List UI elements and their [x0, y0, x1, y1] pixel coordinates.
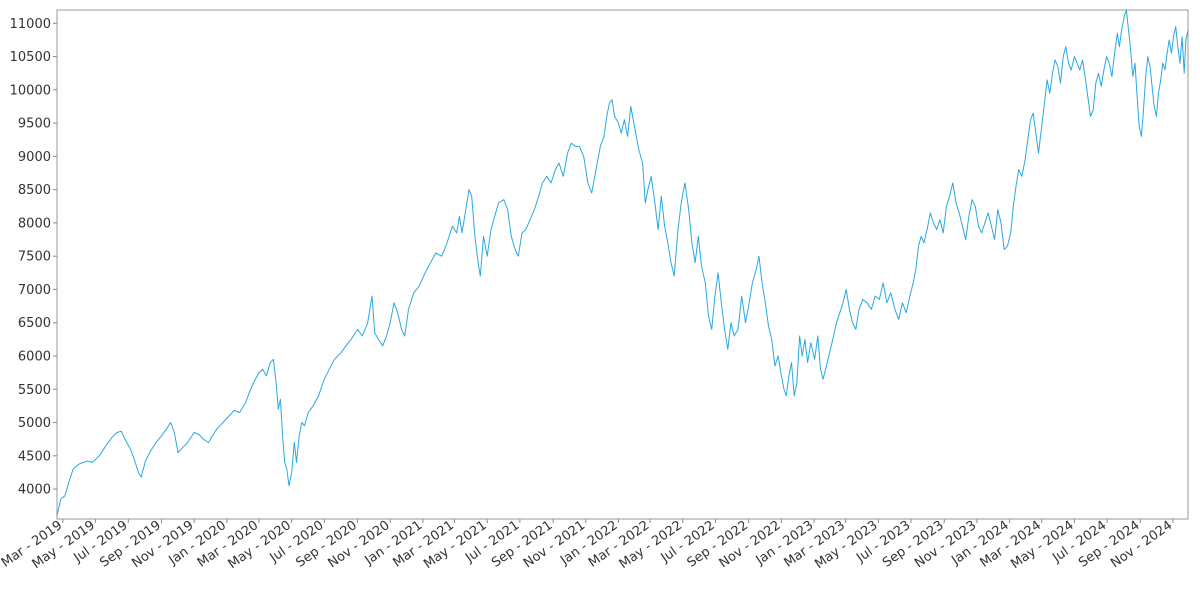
series-line [56, 9, 1189, 516]
y-tick-label: 9000 [18, 150, 51, 165]
y-tick-label: 7500 [18, 250, 51, 265]
y-tick-label: 9500 [18, 117, 51, 132]
y-tick-label: 6000 [18, 349, 51, 364]
y-tick-label: 10500 [10, 50, 51, 65]
plot-frame [56, 9, 1189, 520]
y-tick-label: 10000 [10, 83, 51, 98]
y-tick-label: 5000 [18, 416, 51, 431]
y-tick-label: 8500 [18, 183, 51, 198]
y-tick-label: 5500 [18, 383, 51, 398]
y-axis: 4000 4500 5000 5500 6000 6500 7000 7500 8000 8500… [10, 17, 57, 498]
y-tick-label: 7000 [18, 283, 51, 298]
plot-area [56, 9, 1189, 520]
y-tick-label: 4000 [18, 483, 51, 498]
y-tick-label: 4500 [18, 449, 51, 464]
y-tick-label: 6500 [18, 316, 51, 331]
y-tick-label: 8000 [18, 216, 51, 231]
y-tick-label: 11000 [10, 17, 51, 32]
